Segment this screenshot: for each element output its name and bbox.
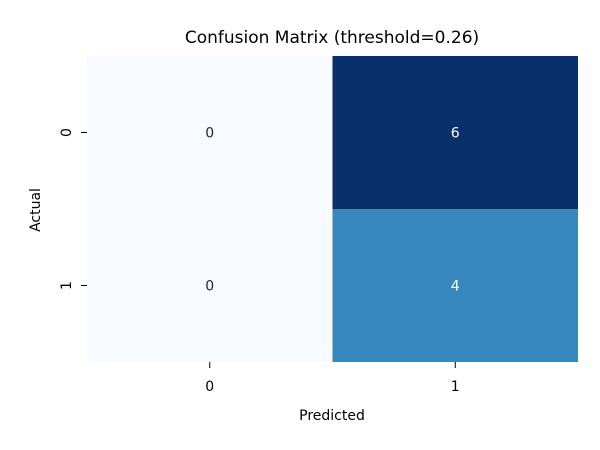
- y-tick-label-1: 1: [59, 281, 75, 290]
- heatmap-cells: [87, 56, 578, 362]
- heatmap-cell-r0-c1: [332, 56, 578, 209]
- y-tick-label-0: 0: [59, 128, 75, 137]
- chart-title: Confusion Matrix (threshold=0.26): [185, 28, 479, 48]
- heatmap-cell-value-r1-c1: 4: [451, 279, 460, 295]
- heatmap-cell-value-r1-c0: 0: [205, 279, 214, 295]
- x-tick-label-0: 0: [205, 379, 214, 395]
- y-axis-ticks: 01: [59, 128, 87, 290]
- y-axis-label: Actual: [28, 188, 44, 232]
- heatmap-cell-value-r0-c0: 0: [205, 126, 214, 142]
- heatmap-cell-r1-c1: [332, 209, 578, 362]
- heatmap-cell-value-r0-c1: 6: [451, 126, 460, 142]
- x-tick-label-1: 1: [451, 379, 460, 395]
- x-axis-label: Predicted: [299, 408, 365, 424]
- heatmap-cell-r0-c0: [87, 56, 333, 209]
- heatmap-cell-r1-c0: [87, 209, 333, 362]
- heatmap-cell-labels: 0 6 0 4: [205, 126, 460, 295]
